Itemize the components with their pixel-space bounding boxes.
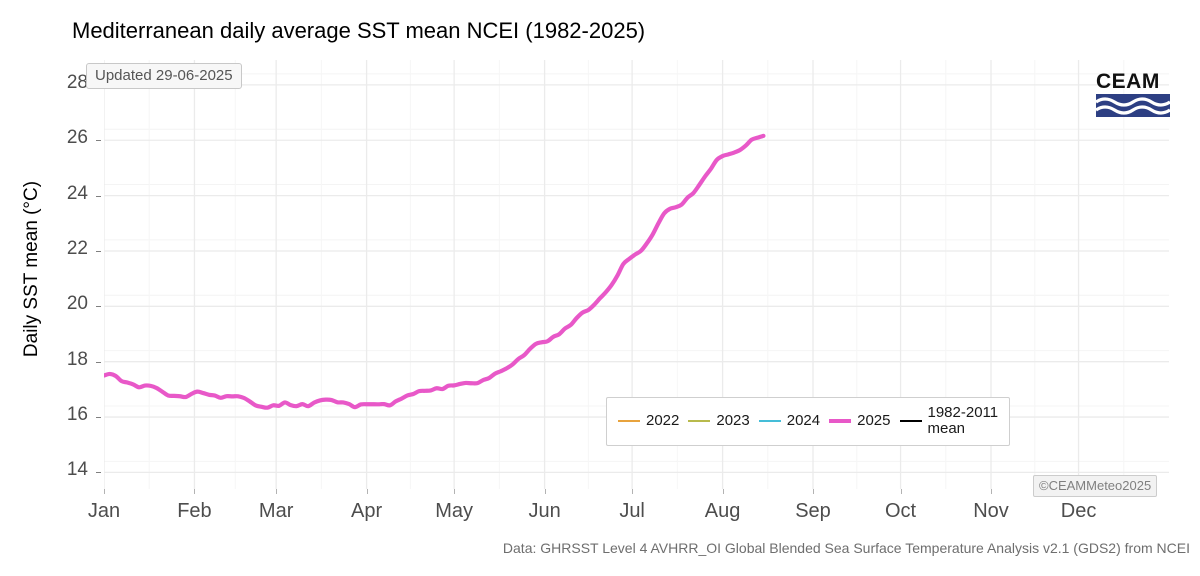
y-tick-label: 20 (66, 293, 88, 315)
series-2025 (104, 133, 766, 410)
y-tick-label: 24 (66, 182, 88, 204)
x-tick-label: Aug (704, 500, 741, 522)
x-tick-mark (104, 489, 105, 494)
x-tick-label: Apr (351, 500, 383, 522)
legend-item-1982-2011[interactable]: 1982-2011 mean (899, 404, 999, 437)
y-tick-mark (96, 472, 101, 474)
y-tick-mark (96, 250, 101, 252)
x-tick-mark (544, 489, 546, 494)
x-tick-label: Jun (528, 500, 561, 522)
ceam-wordmark: CEAM (1096, 70, 1160, 93)
legend-item-2022[interactable]: 2022 (618, 413, 679, 429)
x-tick-mark (194, 489, 196, 494)
y-axis-title: Daily SST mean (°C) (21, 180, 42, 358)
x-tick-mark (813, 489, 815, 494)
x-tick-mark (366, 489, 368, 494)
x-tick-label: Feb (177, 500, 212, 522)
legend-label: 2024 (786, 411, 821, 429)
legend-item-2023[interactable]: 2023 (688, 411, 750, 429)
legend-line-icon (618, 419, 640, 422)
x-tick-label: Oct (884, 500, 917, 522)
legend-line-icon (758, 419, 781, 422)
series-lines (104, 133, 766, 410)
x-tick-mark (722, 489, 724, 494)
x-tick-label: Mar (258, 500, 294, 522)
y-tick-label: 28 (66, 71, 88, 93)
x-tick-label: Dec (1060, 500, 1097, 522)
y-tick-mark (96, 361, 101, 363)
x-tick-mark (632, 489, 634, 494)
y-tick-mark (96, 195, 101, 197)
legend-item-2024[interactable]: 2024 (758, 411, 821, 429)
x-tick-mark (991, 489, 992, 494)
y-tick-label: 16 (66, 404, 88, 426)
legend-label: 2023 (716, 411, 750, 429)
chart-legend: 2022 2023 2024 2025 1982-2011 mean (606, 397, 1011, 446)
y-tick-label: 14 (66, 459, 88, 481)
ceam-logo: CEAM (1096, 71, 1170, 117)
copyright-badge: ©CEAMMeteo2025 (1033, 475, 1158, 497)
y-tick-mark (96, 306, 101, 308)
source-caption: Data: GHRSST Level 4 AVHRR_OI Global Ble… (502, 540, 1190, 556)
x-tick-label: May (435, 500, 474, 522)
x-tick-mark (900, 489, 902, 494)
legend-line-icon (688, 419, 711, 422)
legend-label: 1982-2011 mean (927, 404, 999, 437)
updated-badge: Updated 29-06-2025 (86, 63, 242, 89)
y-tick-label: 26 (66, 127, 88, 149)
y-tick-mark (96, 417, 101, 419)
x-tick-label: Sep (795, 500, 831, 522)
y-tick-label: 18 (66, 348, 88, 370)
x-tick-label: Nov (973, 500, 1009, 522)
legend-line-icon (829, 418, 852, 423)
page-title: Mediterranean daily average SST mean NCE… (72, 18, 646, 43)
legend-label: 2025 (857, 411, 891, 429)
x-tick-mark (276, 489, 278, 494)
y-tick-label: 22 (66, 237, 88, 259)
x-tick-label: Jan (87, 500, 121, 522)
legend-label: 2022 (646, 411, 680, 429)
x-tick-mark (454, 489, 456, 494)
legend-item-2025[interactable]: 2025 (829, 411, 891, 429)
x-tick-label: Jul (619, 500, 645, 522)
ceam-waves-icon (1096, 94, 1170, 117)
y-tick-mark (96, 140, 101, 142)
legend-line-icon (899, 419, 922, 422)
